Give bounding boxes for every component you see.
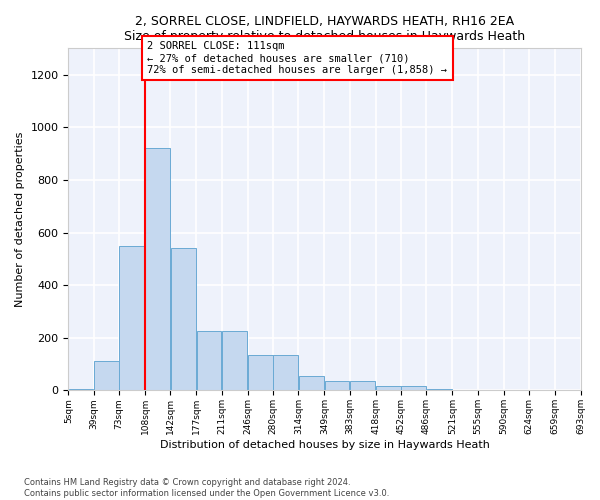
Bar (94, 362, 119, 390)
Bar (145, 148, 170, 390)
Bar (171, 248, 196, 390)
Bar (325, 381, 349, 390)
Bar (197, 331, 221, 390)
Bar (274, 355, 298, 390)
Bar (119, 246, 145, 390)
Title: 2, SORREL CLOSE, LINDFIELD, HAYWARDS HEATH, RH16 2EA
Size of property relative t: 2, SORREL CLOSE, LINDFIELD, HAYWARDS HEA… (124, 15, 525, 43)
Bar (350, 381, 376, 390)
X-axis label: Distribution of detached houses by size in Haywards Heath: Distribution of detached houses by size … (160, 440, 490, 450)
Bar (299, 376, 324, 390)
Bar (248, 355, 273, 390)
Bar (427, 389, 452, 390)
Bar (376, 386, 401, 390)
Bar (69, 389, 94, 390)
Bar (222, 331, 247, 390)
Text: 2 SORREL CLOSE: 111sqm
← 27% of detached houses are smaller (710)
72% of semi-de: 2 SORREL CLOSE: 111sqm ← 27% of detached… (148, 42, 448, 74)
Y-axis label: Number of detached properties: Number of detached properties (15, 132, 25, 307)
Bar (401, 386, 426, 390)
Text: Contains HM Land Registry data © Crown copyright and database right 2024.
Contai: Contains HM Land Registry data © Crown c… (24, 478, 389, 498)
